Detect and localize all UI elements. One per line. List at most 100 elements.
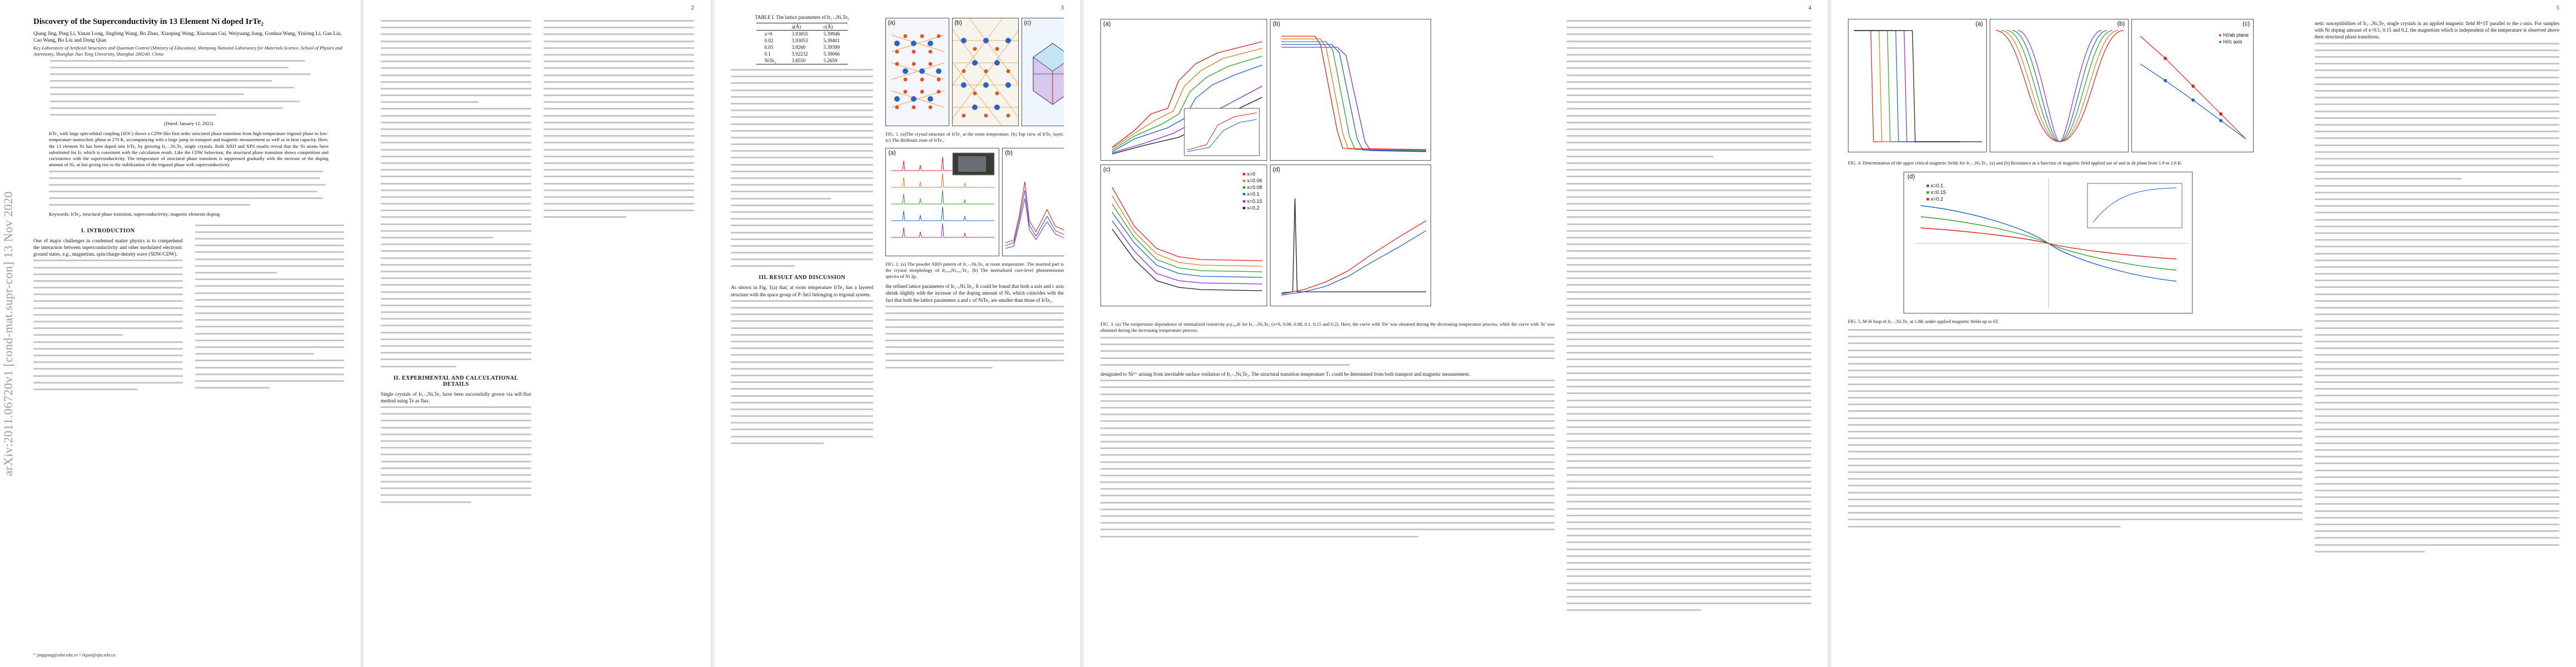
page-5-right-text: netic susceptibilities of Ir₁₋ₓNiₓTe₂ si… (2314, 21, 2559, 40)
table-caption: TABLE I. The lattice parameters of Ir₁₋ₓ… (755, 14, 850, 20)
page-number: 3 (1060, 4, 1064, 11)
affiliations: Key Laboratory of Artificial Structures … (33, 45, 342, 57)
table-cell: 5.39066 (823, 51, 840, 57)
text-lines (381, 20, 531, 367)
page-3: 3 TABLE I. The lattice parameters of Ir₁… (714, 0, 1081, 667)
page-number: 4 (1808, 4, 1812, 11)
table-cell: 3.93053 (791, 38, 808, 43)
fig5-legend: ■ x=0.1 ■ x=0.15 ■ x=0.2 (1926, 183, 1946, 202)
text-lines (544, 20, 694, 218)
table-row: 0.1 3.92232 5.39066 (756, 51, 848, 57)
paper-title: Discovery of the Superconductivity in 13… (33, 17, 264, 26)
footnote: * jingqiang@sdut.edu.cn † dqian@sjtu.edu… (33, 652, 116, 658)
legend-label: x=0.06 (1247, 178, 1262, 184)
figure-4-critical-field: (a) (b) (1848, 19, 2303, 158)
panel-label: (a) (1103, 21, 1111, 27)
table-header (756, 23, 784, 31)
table-row: x=0 3.93055 5.39946 (756, 31, 848, 38)
top-view-image (953, 18, 1019, 126)
fig4-legend: ● H//ab plane ● H//c axis (2219, 32, 2249, 45)
panel-label: (d) (1907, 173, 1915, 181)
page-5: 5 (a) (1831, 0, 2576, 667)
panel-label: (c) (1103, 166, 1110, 173)
paper-date: (Dated: January 12, 2022) (164, 121, 213, 127)
fig3-panel-d: (d) (1270, 165, 1431, 306)
table-header: c(Å) (815, 23, 848, 31)
fig3-panel-b: (b) (1270, 19, 1431, 161)
brillouin-zone-image (1033, 43, 1064, 105)
fig4-panel-a: (a) (1848, 19, 1987, 152)
table-header: a(Å) (784, 23, 816, 31)
table-cell: 5.39401 (823, 38, 840, 43)
fig2-panel-b: (b) (1002, 148, 1064, 257)
figure-3-transport: (a) (1100, 19, 1555, 319)
text-lines (1100, 380, 1555, 537)
table-row: 0.05 3.9260 5.39399 (756, 44, 848, 51)
heat-capacity-plot (1281, 198, 1427, 296)
resistance-field-plot-b (1995, 30, 2124, 142)
legend-label: x=0.1 (1247, 191, 1259, 197)
figure-5-caption: FIG. 5. M-H loop of Ir₁₋ₓNiₓTe₂ at 1.8K … (1848, 318, 1999, 325)
section-experimental-title: II. EXPERIMENTAL AND CALCULATIONAL DETAI… (393, 375, 519, 387)
text-lines (731, 300, 874, 444)
legend-label: x=0.08 (1247, 185, 1262, 191)
results-continued-text: the refined lattice parameters of Ir₁₋ₓN… (885, 283, 1064, 303)
fig1-panel-a: (a) (885, 18, 950, 126)
table-row: NiTe₂ 3.8550 5.2659 (756, 57, 848, 64)
text-lines (33, 260, 183, 390)
table-cell: 3.9260 (791, 44, 806, 50)
page-2: 2 II. EXPERIMENTAL AND CALCULATIONAL DET… (364, 0, 711, 667)
table-cell: 0.05 (764, 44, 774, 50)
table-cell: 5.2659 (815, 57, 848, 64)
legend-label: x=0 (1247, 171, 1255, 177)
results-text: As shown in Fig. 1(a) that, at room temp… (731, 285, 874, 297)
legend-label: H//c axis (2223, 39, 2243, 45)
panel-label: (b) (1005, 150, 1013, 157)
figure-4-caption: FIG. 4. Determination of the upper criti… (1848, 160, 2183, 166)
table-cell: 3.93055 (791, 31, 808, 37)
text-lines (1848, 329, 2303, 527)
legend-label: x=0.1 (1930, 183, 1944, 189)
table-cell: x=0 (764, 31, 773, 37)
table-cell: NiTe₂ (756, 57, 784, 64)
introduction-text: One of major challenges in condensed mat… (33, 237, 183, 257)
table-row: 0.02 3.93053 5.39401 (756, 37, 848, 44)
text-lines (2314, 42, 2559, 552)
text-lines (1567, 20, 1811, 611)
page-1: Discovery of the Superconductivity in 13… (17, 0, 361, 667)
series-legend: ■ x=0 ■ x=0.06 ■ x=0.08 ■ x=0.1 ■ x=0.15… (1242, 171, 1262, 211)
section-introduction-title: I. INTRODUCTION (81, 227, 135, 234)
text-lines (381, 406, 531, 503)
figure-2-caption: FIG. 2. (a) The powder XRD pattern of Ir… (885, 261, 1064, 280)
page-number: 2 (691, 4, 695, 11)
fig4-panel-c: (c) ● H//ab plane ● H//c axis (2131, 19, 2254, 152)
page-4: 4 (a) (1084, 0, 1828, 667)
xrd-pattern-plot (891, 152, 995, 238)
caption-lines (1100, 337, 1555, 366)
section-results-title: III. RESULT AND DISCUSSION (759, 275, 846, 281)
magnetization-plot (1282, 36, 1427, 152)
figure-1-crystal-structure: (a) (885, 18, 1064, 129)
panel-label: (d) (1273, 166, 1280, 173)
fig1-panel-b: (b) (952, 18, 1019, 126)
text-lines (195, 224, 344, 389)
table-cell: 5.39946 (823, 31, 840, 37)
abstract-lines (49, 170, 328, 206)
panel-label: (c) (1024, 19, 1032, 26)
figure-2-xrd-xps: (a) (b) (885, 148, 1064, 260)
panel-label: (a) (888, 150, 896, 157)
legend-label: x=0.15 (1930, 190, 1946, 196)
resistivity-plot (1112, 41, 1263, 156)
fig1-panel-c: (c) Ir Te (1022, 18, 1064, 126)
panel-label: (a) (1975, 21, 1983, 27)
lattice-parameter-table: a(Å) c(Å) x=0 3.93055 5.39946 0.02 3.930… (756, 23, 848, 64)
page-4-text: designated to Ni²⁺ arising from inevitab… (1100, 371, 1470, 377)
fig5-panel: (d) ■ x=0.1 ■ x=0.15 (1904, 172, 2193, 314)
arxiv-identifier: arXiv:2011.06720v1 [cond-mat.supr-con] 1… (1, 191, 15, 476)
author-list: Qiang Jing, Ping Li, Yanan Long, Jingfen… (33, 31, 342, 44)
table-cell: 3.8550 (784, 57, 816, 64)
panel-label: (b) (2117, 21, 2125, 27)
table-cell: 0.1 (764, 51, 771, 57)
text-lines (885, 305, 1064, 369)
table-cell: 5.39399 (823, 44, 840, 50)
